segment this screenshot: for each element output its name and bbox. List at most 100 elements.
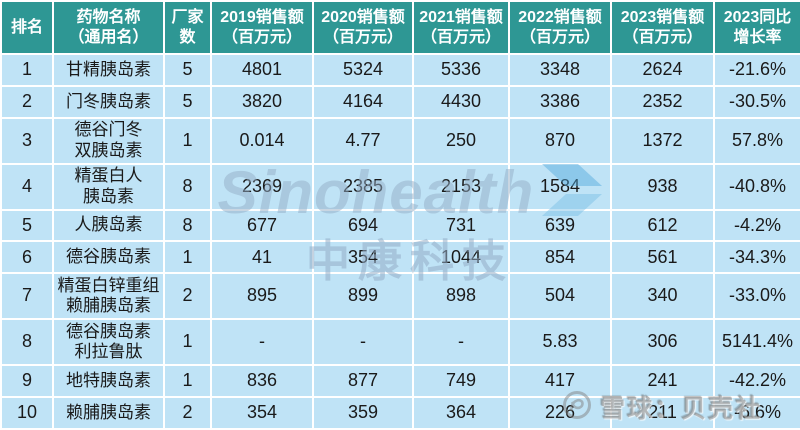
cell-growth: -34.3%	[713, 240, 800, 275]
cell-s2021: -	[412, 318, 510, 367]
cell-s2020: 359	[312, 396, 414, 430]
column-header-s2023: 2023销售额 （百万元）	[610, 0, 715, 55]
cell-growth: -4.2%	[713, 208, 800, 243]
cell-growth: -6.6%	[713, 396, 800, 430]
cell-growth: 5141.4%	[713, 318, 800, 367]
cell-s2020: 694	[312, 208, 414, 243]
table-row: 6 德谷胰岛素 1 41 354 1044 854 561 -34.3%	[0, 240, 800, 275]
cell-s2023: 612	[610, 208, 715, 243]
cell-manufacturers: 8	[163, 162, 212, 211]
cell-rank: 8	[0, 318, 54, 367]
cell-name: 精蛋白锌重组 赖脯胰岛素	[52, 272, 165, 321]
table-header-row: 排名 药物名称 （通用名） 厂家 数 2019销售额 （百万元） 2020销售额 （百万…	[0, 0, 800, 55]
cell-rank: 4	[0, 162, 54, 211]
cell-s2021: 898	[412, 272, 510, 321]
cell-manufacturers: 1	[163, 116, 212, 165]
cell-rank: 5	[0, 208, 54, 243]
cell-name: 德谷胰岛素	[52, 240, 165, 275]
cell-rank: 10	[0, 396, 54, 430]
cell-s2019: 895	[210, 272, 314, 321]
cell-manufacturers: 5	[163, 84, 212, 119]
table-row: 8 德谷胰岛素 利拉鲁肽 1- - -5.83 306 5141.4%	[0, 318, 800, 367]
cell-manufacturers: 2	[163, 272, 212, 321]
cell-s2023: 1372	[610, 116, 715, 165]
cell-s2023: 241	[610, 364, 715, 399]
cell-manufacturers: 1	[163, 364, 212, 399]
column-header-growth: 2023同比 增长率	[713, 0, 800, 55]
table-row: 3 德谷门冬 双胰岛素 1 0.014 4.77 250 870 1372 57.8%	[0, 116, 800, 165]
cell-s2020: 5324	[312, 53, 414, 87]
cell-s2021: 4430	[412, 84, 510, 119]
cell-s2022: 870	[508, 116, 612, 165]
cell-rank: 6	[0, 240, 54, 275]
cell-manufacturers: 5	[163, 53, 212, 87]
cell-manufacturers: 8	[163, 208, 212, 243]
cell-manufacturers: 1	[163, 240, 212, 275]
cell-manufacturers: 1	[163, 318, 212, 367]
column-header-name: 药物名称 （通用名）	[52, 0, 165, 55]
cell-name: 赖脯胰岛素	[52, 396, 165, 430]
cell-s2022: 3348	[508, 53, 612, 87]
cell-s2023: 340	[610, 272, 715, 321]
cell-s2020: -	[312, 318, 414, 367]
cell-s2020: 4164	[312, 84, 414, 119]
cell-s2021: 2153	[412, 162, 510, 211]
cell-name: 人胰岛素	[52, 208, 165, 243]
cell-s2023: 561	[610, 240, 715, 275]
cell-s2019: 2369	[210, 162, 314, 211]
cell-s2022: 854	[508, 240, 612, 275]
cell-s2020: 4.77	[312, 116, 414, 165]
cell-s2019: 3820	[210, 84, 314, 119]
cell-rank: 1	[0, 53, 54, 87]
cell-growth: -40.8%	[713, 162, 800, 211]
cell-growth: -33.0%	[713, 272, 800, 321]
column-header-s2022: 2022销售额 （百万元）	[508, 0, 612, 55]
cell-s2019: 41	[210, 240, 314, 275]
cell-s2021: 731	[412, 208, 510, 243]
cell-s2022: 504	[508, 272, 612, 321]
column-header-s2020: 2020销售额 （百万元）	[312, 0, 414, 55]
cell-s2022: 5.83	[508, 318, 612, 367]
cell-s2023: 211	[610, 396, 715, 430]
cell-s2019: 4801	[210, 53, 314, 87]
cell-growth: -30.5%	[713, 84, 800, 119]
cell-name: 德谷门冬 双胰岛素	[52, 116, 165, 165]
cell-manufacturers: 2	[163, 396, 212, 430]
cell-s2020: 2385	[312, 162, 414, 211]
cell-growth: 57.8%	[713, 116, 800, 165]
table-row: 7 精蛋白锌重组 赖脯胰岛素 2 895 899 898 504 340 -33.0%	[0, 272, 800, 321]
table-row: 5 人胰岛素 8 677 694 731 639 612 -4.2%	[0, 208, 800, 243]
cell-s2020: 354	[312, 240, 414, 275]
cell-s2021: 364	[412, 396, 510, 430]
cell-rank: 7	[0, 272, 54, 321]
cell-s2023: 2624	[610, 53, 715, 87]
cell-rank: 2	[0, 84, 54, 119]
cell-s2020: 899	[312, 272, 414, 321]
cell-s2021: 749	[412, 364, 510, 399]
cell-s2019: 677	[210, 208, 314, 243]
cell-growth: -21.6%	[713, 53, 800, 87]
column-header-manufacturers: 厂家 数	[163, 0, 212, 55]
cell-s2022: 1584	[508, 162, 612, 211]
cell-s2023: 2352	[610, 84, 715, 119]
cell-s2023: 306	[610, 318, 715, 367]
table-row: 1 甘精胰岛素 5 4801 5324 5336 3348 2624 -21.6%	[0, 53, 800, 87]
cell-s2020: 877	[312, 364, 414, 399]
cell-growth: -42.2%	[713, 364, 800, 399]
cell-s2021: 1044	[412, 240, 510, 275]
cell-name: 德谷胰岛素 利拉鲁肽	[52, 318, 165, 367]
cell-s2022: 639	[508, 208, 612, 243]
column-header-s2019: 2019销售额 （百万元）	[210, 0, 314, 55]
table-row: 9 地特胰岛素 1 836 877 749 417 241 -42.2%	[0, 364, 800, 399]
cell-s2022: 3386	[508, 84, 612, 119]
column-header-s2021: 2021销售额 （百万元）	[412, 0, 510, 55]
table-row: 4 精蛋白人 胰岛素 8 2369 2385 2153 1584 938 -40.8%	[0, 162, 800, 211]
cell-s2021: 250	[412, 116, 510, 165]
column-header-rank: 排名	[0, 0, 54, 55]
cell-s2021: 5336	[412, 53, 510, 87]
cell-s2019: 0.014	[210, 116, 314, 165]
cell-s2022: 417	[508, 364, 612, 399]
cell-s2023: 938	[610, 162, 715, 211]
